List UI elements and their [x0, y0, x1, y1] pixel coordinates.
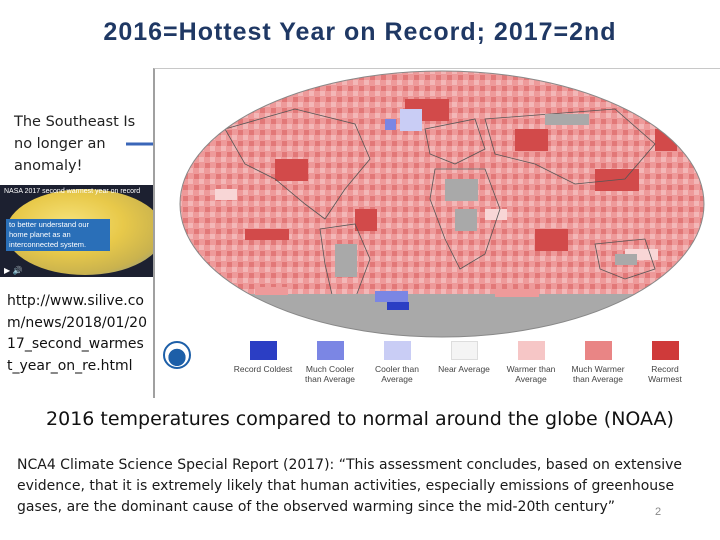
legend-swatch — [450, 341, 478, 360]
temperature-map: Record Coldest Much Cooler than Average … — [153, 68, 720, 398]
legend-item-cooler: Cooler than Average — [367, 341, 427, 384]
source-link[interactable]: http://www.silive.com/news/2018/01/2017_… — [7, 293, 147, 374]
legend-label: Cooler than Average — [375, 364, 419, 384]
world-map — [179, 70, 705, 338]
map-caption: 2016 temperatures compared to normal aro… — [46, 408, 674, 430]
legend-item-much-cooler: Much Cooler than Average — [300, 341, 360, 384]
thumbnail-title: NASA 2017 second warmest year on record — [4, 188, 141, 195]
nca4-quote: NCA4 Climate Science Special Report (201… — [17, 457, 683, 515]
legend-label: Record Coldest — [233, 364, 293, 374]
legend-label: Near Average — [438, 364, 490, 374]
legend-item-near-average: Near Average — [434, 341, 494, 374]
legend-item-warmer: Warmer than Average — [501, 341, 561, 384]
legend-label: Warmer than Average — [506, 364, 556, 384]
play-icon[interactable]: ▶ 🔊 — [4, 266, 23, 275]
legend-label: Much Cooler than Average — [305, 364, 355, 384]
slide-title: 2016=Hottest Year on Record; 2017=2nd — [103, 18, 617, 46]
legend-item-record-warmest: Record Warmest — [635, 341, 695, 384]
southeast-note: The Southeast Is no longer an anomaly! — [14, 114, 136, 174]
legend-item-much-warmer: Much Warmer than Average — [568, 341, 628, 384]
legend-swatch — [651, 341, 679, 360]
video-thumbnail[interactable]: NASA 2017 second warmest year on record … — [0, 185, 167, 277]
page-number: 2 — [655, 506, 662, 518]
thumbnail-caption: to better understand our home planet as … — [6, 219, 110, 251]
legend-swatch — [249, 341, 277, 360]
noaa-logo — [163, 341, 191, 369]
map-legend: Record Coldest Much Cooler than Average … — [233, 341, 703, 391]
legend-swatch — [584, 341, 612, 360]
legend-swatch — [517, 341, 545, 360]
legend-label: Much Warmer than Average — [571, 364, 625, 384]
legend-item-record-coldest: Record Coldest — [233, 341, 293, 374]
legend-swatch — [316, 341, 344, 360]
legend-label: Record Warmest — [648, 364, 682, 384]
legend-swatch — [383, 341, 411, 360]
